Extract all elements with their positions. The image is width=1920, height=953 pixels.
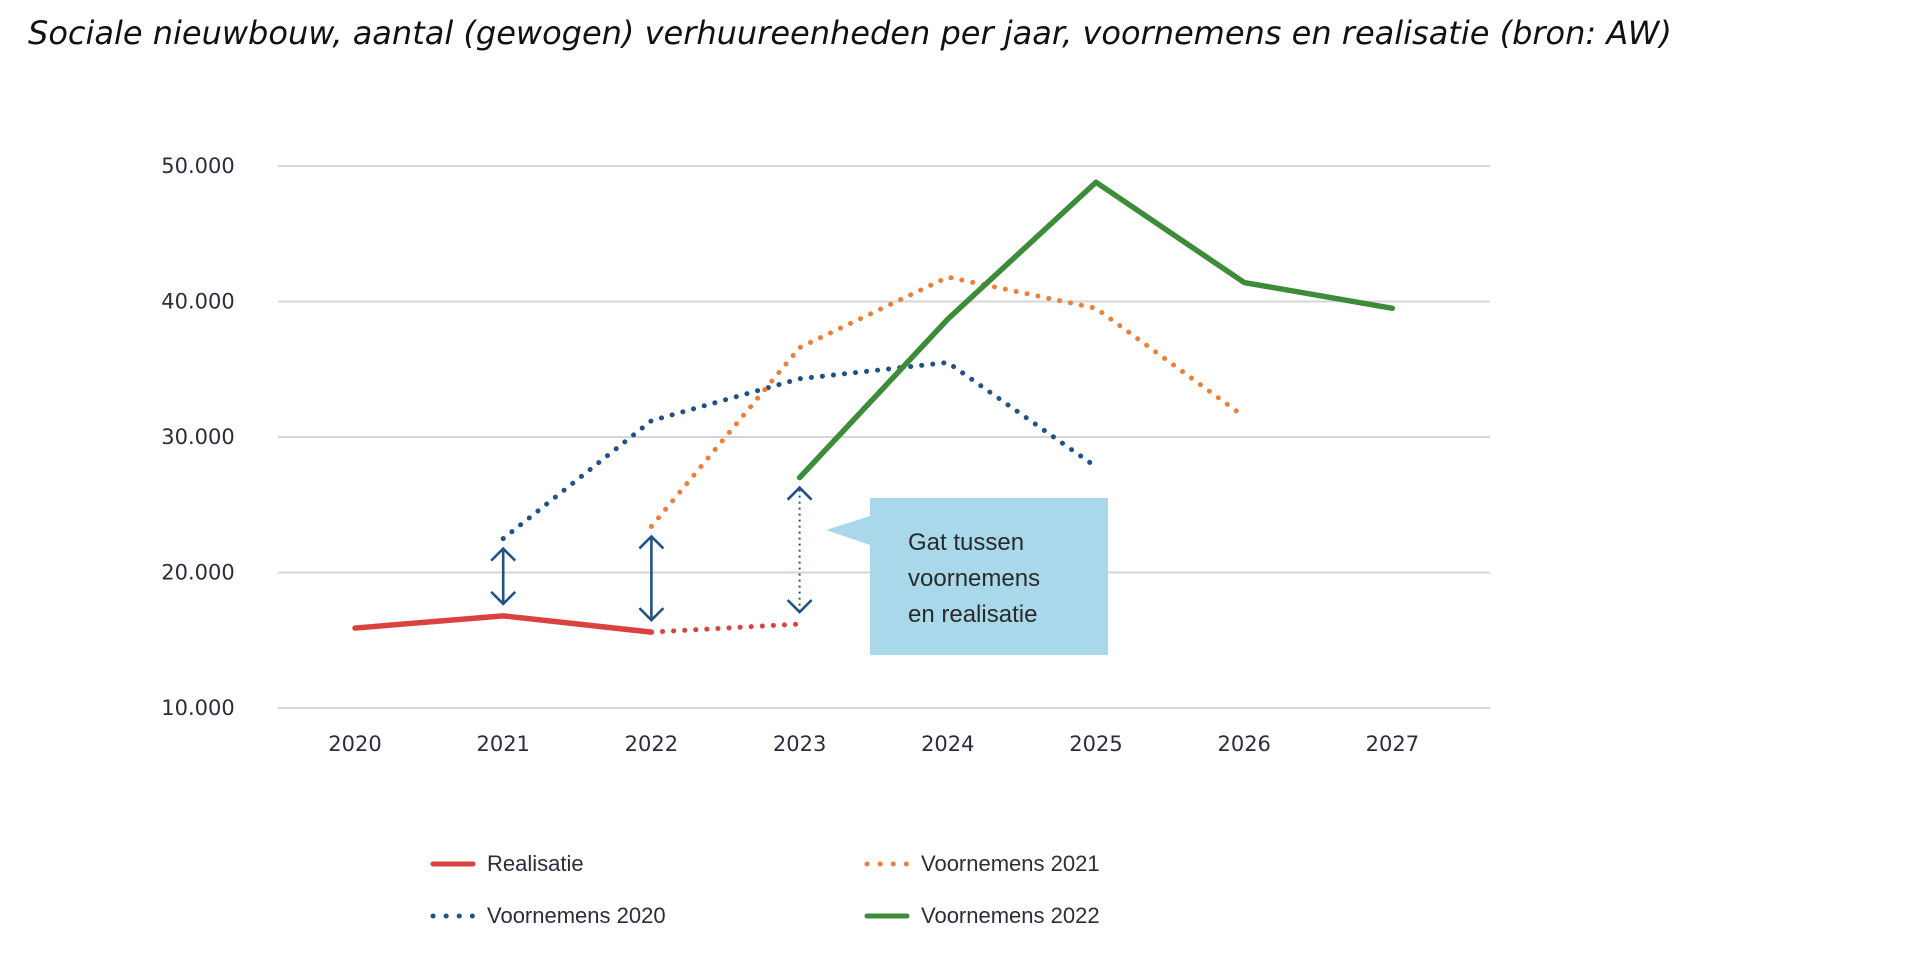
callout-text-line: en realisatie	[908, 601, 1037, 628]
legend: Realisatie Voornemens 2020 Voornemens 2021…	[430, 851, 1100, 928]
x-axis-ticks: 2020 2021 2022 2023 2024 2025 2026 2027	[328, 732, 1419, 756]
x-tick-label: 2023	[773, 732, 826, 756]
series-line	[500, 359, 1099, 542]
svg-text:Voornemens 2020: Voornemens 2020	[487, 903, 666, 928]
gap-arrow	[786, 485, 813, 614]
series-line	[648, 274, 1247, 529]
gap-arrow	[490, 546, 517, 606]
legend-item: Voornemens 2022	[864, 903, 1100, 928]
svg-text:Voornemens 2021: Voornemens 2021	[921, 851, 1100, 876]
series-line	[352, 613, 655, 635]
legend-item: Voornemens 2021	[864, 851, 1100, 876]
x-tick-label: 2022	[625, 732, 678, 756]
svg-text:Realisatie: Realisatie	[487, 851, 584, 876]
series-lines	[352, 179, 1396, 635]
x-tick-label: 2026	[1217, 732, 1270, 756]
callout-box	[826, 498, 1108, 655]
x-tick-label: 2020	[328, 732, 381, 756]
callout-text-line: Gat tussen	[908, 529, 1024, 556]
gap-arrows	[490, 485, 813, 622]
y-tick-label: 40.000	[161, 290, 234, 314]
legend-item: Realisatie	[430, 851, 584, 876]
x-tick-label: 2027	[1366, 732, 1419, 756]
series-line	[796, 179, 1396, 481]
y-tick-label: 10.000	[161, 696, 234, 720]
y-axis-ticks: 10.000 20.000 30.000 40.000 50.000	[161, 154, 234, 720]
y-tick-label: 30.000	[161, 425, 234, 449]
y-tick-label: 20.000	[161, 561, 234, 585]
chart-title: Sociale nieuwbouw, aantal (gewogen) verh…	[28, 14, 1672, 52]
legend-item: Voornemens 2020	[430, 903, 666, 928]
x-tick-label: 2021	[476, 732, 529, 756]
callout-text-line: voornemens	[908, 565, 1040, 592]
svg-text:Voornemens 2022: Voornemens 2022	[921, 903, 1100, 928]
gap-arrow	[638, 534, 665, 622]
x-tick-label: 2025	[1069, 732, 1122, 756]
y-tick-label: 50.000	[161, 154, 234, 178]
x-tick-label: 2024	[921, 732, 974, 756]
series-line	[648, 621, 803, 635]
annotation-callout: Gat tussen voornemens en realisatie	[826, 498, 1108, 655]
